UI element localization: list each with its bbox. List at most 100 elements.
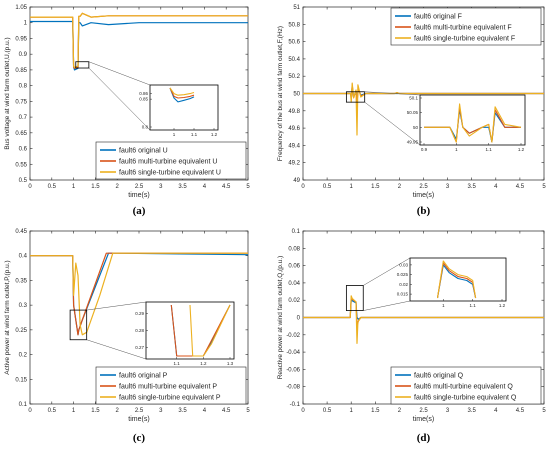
- x-tick-label: 3: [446, 408, 450, 414]
- x-tick-label: 1.5: [91, 184, 100, 190]
- inset-series-line-single: [424, 103, 522, 143]
- y-tick-label: 50.8: [288, 22, 300, 28]
- inset-chart: 1.1 1.2 1.3 0.27 0.28 0.29: [135, 301, 235, 366]
- x-tick-label: 1.5: [371, 408, 380, 414]
- inset-y-tick-label: 0.8: [142, 125, 149, 130]
- inset-x-tick-label: 1.2: [499, 303, 506, 308]
- inset-x-tick-label: 1: [173, 132, 176, 137]
- chart-panel-2: 0 0.5 1 1.5 2 2.5 3 3.5 4 4.5 5 49 49.2 49.4 49.6 49.8 5…: [277, 5, 546, 217]
- legend-box: [95, 366, 247, 405]
- y-tick-label: 0.8: [19, 84, 28, 90]
- x-tick-label: 4.5: [222, 184, 231, 190]
- x-tick-label: 0.5: [323, 184, 332, 190]
- legend-entry: fault6 single-turbine equivalent U: [119, 170, 221, 177]
- inset-y-tick-label: 50.05: [407, 110, 419, 115]
- y-tick-label: 0: [297, 316, 301, 322]
- series-line-single: [303, 82, 544, 136]
- zoom-box: [75, 61, 90, 69]
- y-axis-label: Active power at wind farm outlet,P,(p.u.…: [4, 260, 11, 374]
- y-tick-label: -0.06: [286, 367, 300, 373]
- y-tick-label: 49.4: [288, 143, 300, 149]
- panel-label: (d): [417, 432, 431, 444]
- zoom-box: [69, 309, 88, 341]
- inset-x-tick-label: 0.9: [421, 147, 428, 152]
- legend: fault6 original U fault6 multi-turbine eq…: [95, 141, 247, 180]
- inset-frame: [409, 257, 507, 302]
- x-tick-label: 1.5: [91, 408, 100, 414]
- y-tick-label: 0.06: [288, 264, 300, 270]
- inset-chart: 1 1.1 1.2 0.8 0.850.86: [139, 84, 219, 137]
- x-axis-label: time(s): [128, 192, 149, 199]
- y-tick-label: 0.4: [19, 254, 28, 260]
- legend-entry: fault6 multi-turbine equivalent F: [414, 25, 512, 32]
- inset-series-line-single: [169, 87, 195, 96]
- zoom-box: [345, 91, 366, 103]
- legend-entry: fault6 multi-turbine equivalent P: [119, 384, 217, 391]
- legend-entry: fault6 original F: [414, 14, 462, 21]
- x-tick-label: 1: [72, 408, 76, 414]
- y-tick-label: 0.04: [288, 281, 300, 287]
- inset-y-tick-label: 0.02: [399, 282, 408, 287]
- x-tick-label: 1: [72, 184, 76, 190]
- inset-x-tick-label: 1.2: [211, 132, 218, 137]
- x-tick-label: 1.5: [371, 184, 380, 190]
- legend: fault6 original P fault6 multi-turbine eq…: [95, 366, 247, 405]
- y-tick-label: 0.9: [19, 52, 28, 58]
- chart-panel-1: 0 0.5 1 1.5 2 2.5 3 3.5 4 4.5 50.50.550.60.650.70.…: [4, 5, 250, 217]
- y-tick-label: 0.08: [288, 246, 300, 252]
- inset-y-tick-label: 0.28: [135, 328, 144, 333]
- y-tick-label: 0.2: [19, 353, 28, 359]
- panel-label: (a): [133, 205, 146, 217]
- zoom-box: [345, 285, 364, 311]
- y-tick-label: 0.02: [288, 298, 300, 304]
- y-tick-label: 50.4: [288, 57, 300, 63]
- inset-y-tick-label: 50.1: [409, 96, 418, 101]
- x-tick-label: 3: [159, 408, 163, 414]
- y-tick-label: 0.1: [19, 402, 28, 408]
- y-tick-label: 49: [293, 178, 300, 184]
- zoom-connector: [88, 67, 151, 131]
- x-tick-label: 4: [494, 408, 498, 414]
- x-tick-label: 3.5: [178, 184, 187, 190]
- x-tick-label: 0: [301, 408, 305, 414]
- inset-x-tick-label: 1.1: [191, 132, 198, 137]
- inset-y-tick-label: 49.95: [407, 140, 419, 145]
- x-tick-label: 0.5: [48, 408, 57, 414]
- zoom-connector: [363, 257, 411, 286]
- x-tick-label: 3: [159, 184, 163, 190]
- y-axis-label: Reactive power at wind farm outlet,Q,(p.…: [277, 256, 284, 380]
- inset-chart: 0.9 1 1.1 1.2 49.95 50 50.05 50.1: [407, 94, 526, 152]
- legend-box: [390, 366, 542, 405]
- zoom-connector: [364, 101, 421, 146]
- legend-entry: fault6 original Q: [414, 373, 464, 380]
- x-tick-label: 2.5: [419, 408, 428, 414]
- inset-x-tick-label: 1.3: [227, 361, 234, 366]
- legend-entry: fault6 original U: [119, 148, 168, 155]
- inset-frame: [149, 84, 219, 131]
- panel-label: (c): [133, 432, 146, 444]
- y-tick-label: 0.5: [19, 178, 28, 184]
- y-tick-label: -0.08: [286, 385, 300, 391]
- x-tick-label: 1: [350, 408, 354, 414]
- inset-y-tick-label: 0.85: [139, 97, 148, 102]
- y-tick-label: 49.8: [288, 109, 300, 115]
- x-tick-label: 1: [350, 184, 354, 190]
- inset-series-line-single: [436, 260, 477, 299]
- y-tick-label: 1: [24, 21, 28, 27]
- x-tick-label: 0: [28, 184, 32, 190]
- legend: fault6 original F fault6 multi-turbine eq…: [390, 7, 542, 46]
- series-line-single: [30, 252, 248, 336]
- inset-chart: 1 1.1 1.2 0.015 0.02 0.025 0.03: [397, 257, 507, 308]
- y-tick-label: 0.65: [15, 131, 27, 137]
- legend-box: [390, 7, 542, 46]
- x-tick-label: 4.5: [222, 408, 231, 414]
- y-tick-label: 0.85: [15, 68, 27, 74]
- x-tick-label: 0: [301, 184, 305, 190]
- inset-x-tick-label: 1: [442, 303, 445, 308]
- x-tick-label: 5: [246, 408, 250, 414]
- y-tick-label: 0.6: [19, 147, 28, 153]
- x-tick-label: 4: [203, 184, 207, 190]
- inset-x-tick-label: 1.2: [200, 361, 207, 366]
- y-tick-label: 49.6: [288, 126, 300, 132]
